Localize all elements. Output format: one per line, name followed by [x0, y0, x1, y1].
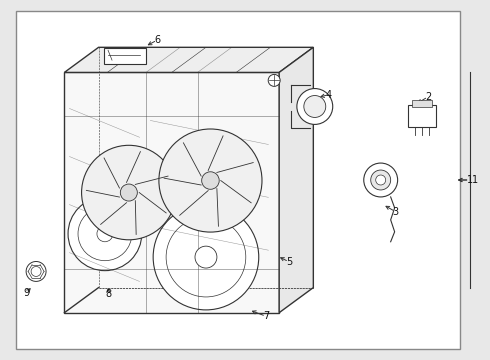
Text: 3: 3	[392, 207, 398, 217]
Circle shape	[97, 226, 113, 242]
Text: 6: 6	[154, 35, 160, 45]
Text: 4: 4	[326, 90, 332, 100]
Circle shape	[68, 197, 142, 271]
Circle shape	[81, 145, 176, 240]
Circle shape	[26, 261, 46, 282]
Text: 8: 8	[105, 289, 111, 299]
Circle shape	[376, 175, 386, 185]
Circle shape	[121, 184, 137, 201]
Circle shape	[202, 172, 219, 189]
Bar	[64, 72, 279, 313]
Text: 1: 1	[472, 175, 479, 185]
Circle shape	[166, 217, 246, 297]
Text: 7: 7	[263, 311, 269, 321]
Circle shape	[297, 89, 333, 125]
Bar	[408, 105, 436, 127]
Polygon shape	[279, 47, 313, 313]
Circle shape	[364, 163, 397, 197]
Circle shape	[153, 204, 259, 310]
Circle shape	[268, 75, 280, 86]
Bar	[412, 99, 432, 108]
Polygon shape	[64, 47, 313, 72]
Text: 2: 2	[425, 92, 431, 102]
Circle shape	[195, 246, 217, 268]
Circle shape	[31, 266, 41, 276]
Circle shape	[78, 207, 132, 261]
Circle shape	[159, 129, 262, 232]
Text: 5: 5	[286, 257, 292, 267]
Text: 9: 9	[23, 288, 29, 298]
Circle shape	[371, 170, 391, 190]
Text: 1: 1	[466, 175, 472, 185]
Circle shape	[304, 95, 326, 117]
Bar	[104, 48, 146, 64]
